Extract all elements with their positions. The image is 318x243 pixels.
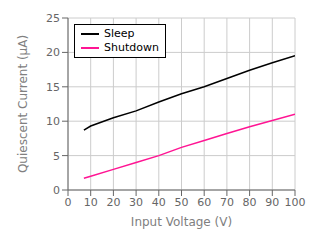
svg-text:90: 90 <box>265 196 279 209</box>
svg-text:40: 40 <box>152 196 166 209</box>
svg-text:100: 100 <box>285 196 306 209</box>
svg-text:0: 0 <box>53 184 60 197</box>
svg-text:20: 20 <box>46 46 60 59</box>
svg-text:0: 0 <box>65 196 72 209</box>
html-text:Shutdown: Shutdown <box>104 41 159 54</box>
svg-text:Input Voltage (V): Input Voltage (V) <box>131 215 232 229</box>
svg-text:Quiescent Current (μA): Quiescent Current (μA) <box>16 35 30 173</box>
svg-text:20: 20 <box>106 196 120 209</box>
html-text:Sleep: Sleep <box>104 27 135 40</box>
svg-text:15: 15 <box>46 81 60 94</box>
svg-text:10: 10 <box>46 115 60 128</box>
svg-text:60: 60 <box>197 196 211 209</box>
svg-text:80: 80 <box>243 196 257 209</box>
svg-text:25: 25 <box>46 12 60 25</box>
svg-text:70: 70 <box>220 196 234 209</box>
svg-text:10: 10 <box>84 196 98 209</box>
svg-text:50: 50 <box>175 196 189 209</box>
svg-text:5: 5 <box>53 150 60 163</box>
svg-text:30: 30 <box>129 196 143 209</box>
